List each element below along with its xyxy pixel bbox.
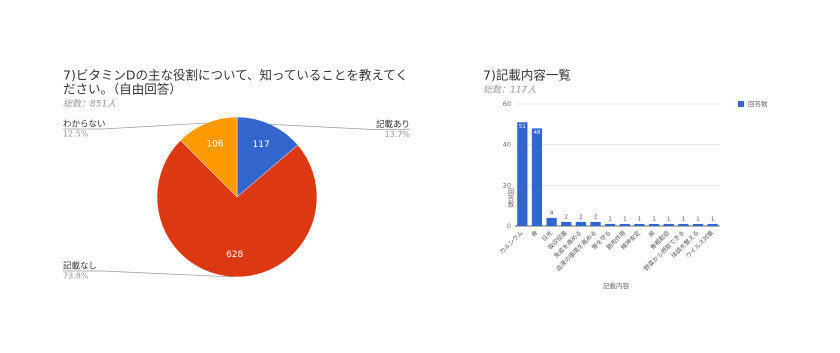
legend-label: 回答数 (748, 99, 768, 108)
value-label: 1 (667, 216, 671, 222)
bar (663, 223, 674, 226)
y-tick-label: 0 (507, 222, 511, 230)
x-axis-label: 記載内容 (603, 281, 630, 290)
slice-category: 記載なし (63, 261, 97, 272)
slice-percent: 12.5% (63, 130, 89, 139)
slice-percent: 73.8% (63, 272, 89, 281)
bar-subtitle: 総数：117人 (483, 85, 536, 96)
bar (692, 223, 704, 226)
value-label: 2 (579, 214, 583, 220)
leader-line (63, 270, 234, 278)
bar (561, 221, 572, 226)
bar (531, 128, 543, 226)
bar (517, 122, 528, 226)
x-tick-label: 歯 (647, 229, 657, 239)
bar (546, 217, 557, 226)
value-label: 1 (623, 216, 627, 222)
y-axis-label: 回答数 (506, 188, 514, 209)
bar (634, 223, 645, 226)
bar (575, 221, 587, 226)
value-label: 1 (638, 216, 642, 222)
y-tick-label: 40 (503, 141, 511, 149)
pie-title-line1: 7)ビタミンDの主な役割について、知っていることを教えてく (63, 68, 408, 83)
x-tick-label: 骨 (530, 230, 539, 239)
slice-label: 106 (206, 139, 223, 149)
value-label: 1 (682, 216, 686, 222)
slice-percent: 13.7% (385, 130, 411, 139)
value-label: 48 (533, 130, 540, 136)
slice-category: わからない (63, 120, 106, 130)
value-label: 2 (565, 214, 569, 220)
value-label: 1 (696, 216, 700, 222)
y-tick-label: 60 (503, 100, 511, 108)
slice-label: 628 (226, 250, 243, 260)
leader-line (270, 123, 410, 130)
legend-swatch (738, 101, 744, 107)
value-label: 4 (550, 210, 554, 216)
bar (707, 223, 718, 226)
slice-category: 記載あり (376, 119, 410, 130)
bar (648, 223, 660, 226)
slice-label: 117 (253, 140, 270, 150)
bar (590, 221, 601, 226)
value-label: 2 (594, 214, 598, 220)
value-label: 1 (711, 216, 715, 222)
value-label: 51 (519, 124, 526, 130)
x-tick-label: カルシウム (498, 229, 525, 256)
value-label: 1 (608, 216, 612, 222)
pie-slice (180, 116, 238, 198)
leader-line (63, 122, 207, 130)
pie-subtitle: 総数：851人 (63, 99, 116, 110)
value-label: 1 (652, 216, 656, 222)
bar (605, 223, 616, 226)
y-tick-label: 20 (503, 181, 511, 189)
bar (678, 223, 689, 226)
bar (619, 223, 630, 226)
pie-title-line2: ださい。（自由回答） (63, 82, 182, 97)
bar-title: 7)記載内容一覧 (483, 68, 571, 83)
